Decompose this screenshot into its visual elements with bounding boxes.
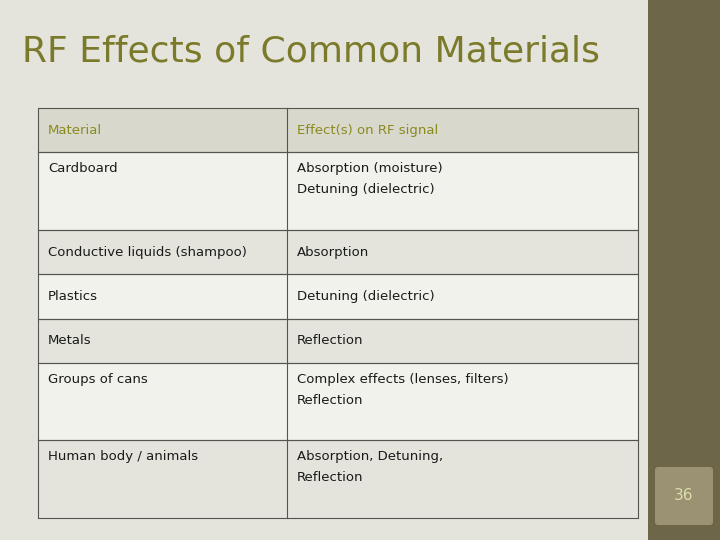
Text: RF Effects of Common Materials: RF Effects of Common Materials (22, 35, 600, 69)
Bar (38, 363, 638, 441)
Text: Effect(s) on RF signal: Effect(s) on RF signal (297, 124, 438, 137)
Text: 36: 36 (674, 489, 694, 503)
Bar (38, 319, 638, 363)
Text: Groups of cans: Groups of cans (48, 373, 148, 386)
Bar (38, 441, 638, 518)
Text: Absorption (moisture)
Detuning (dielectric): Absorption (moisture) Detuning (dielectr… (297, 163, 443, 197)
Bar (648, 0, 720, 540)
Text: Detuning (dielectric): Detuning (dielectric) (297, 290, 435, 303)
Text: Metals: Metals (48, 334, 91, 347)
Text: Human body / animals: Human body / animals (48, 450, 198, 463)
Bar (38, 230, 638, 274)
Text: Plastics: Plastics (48, 290, 98, 303)
Text: Absorption, Detuning,
Reflection: Absorption, Detuning, Reflection (297, 450, 443, 484)
Text: Complex effects (lenses, filters)
Reflection: Complex effects (lenses, filters) Reflec… (297, 373, 508, 407)
Text: Absorption: Absorption (297, 246, 369, 259)
Text: Conductive liquids (shampoo): Conductive liquids (shampoo) (48, 246, 247, 259)
Bar (38, 152, 638, 230)
FancyBboxPatch shape (655, 467, 713, 525)
Bar (38, 274, 638, 319)
Text: Cardboard: Cardboard (48, 163, 117, 176)
Bar (38, 108, 638, 152)
Text: Material: Material (48, 124, 102, 137)
Text: Reflection: Reflection (297, 334, 364, 347)
